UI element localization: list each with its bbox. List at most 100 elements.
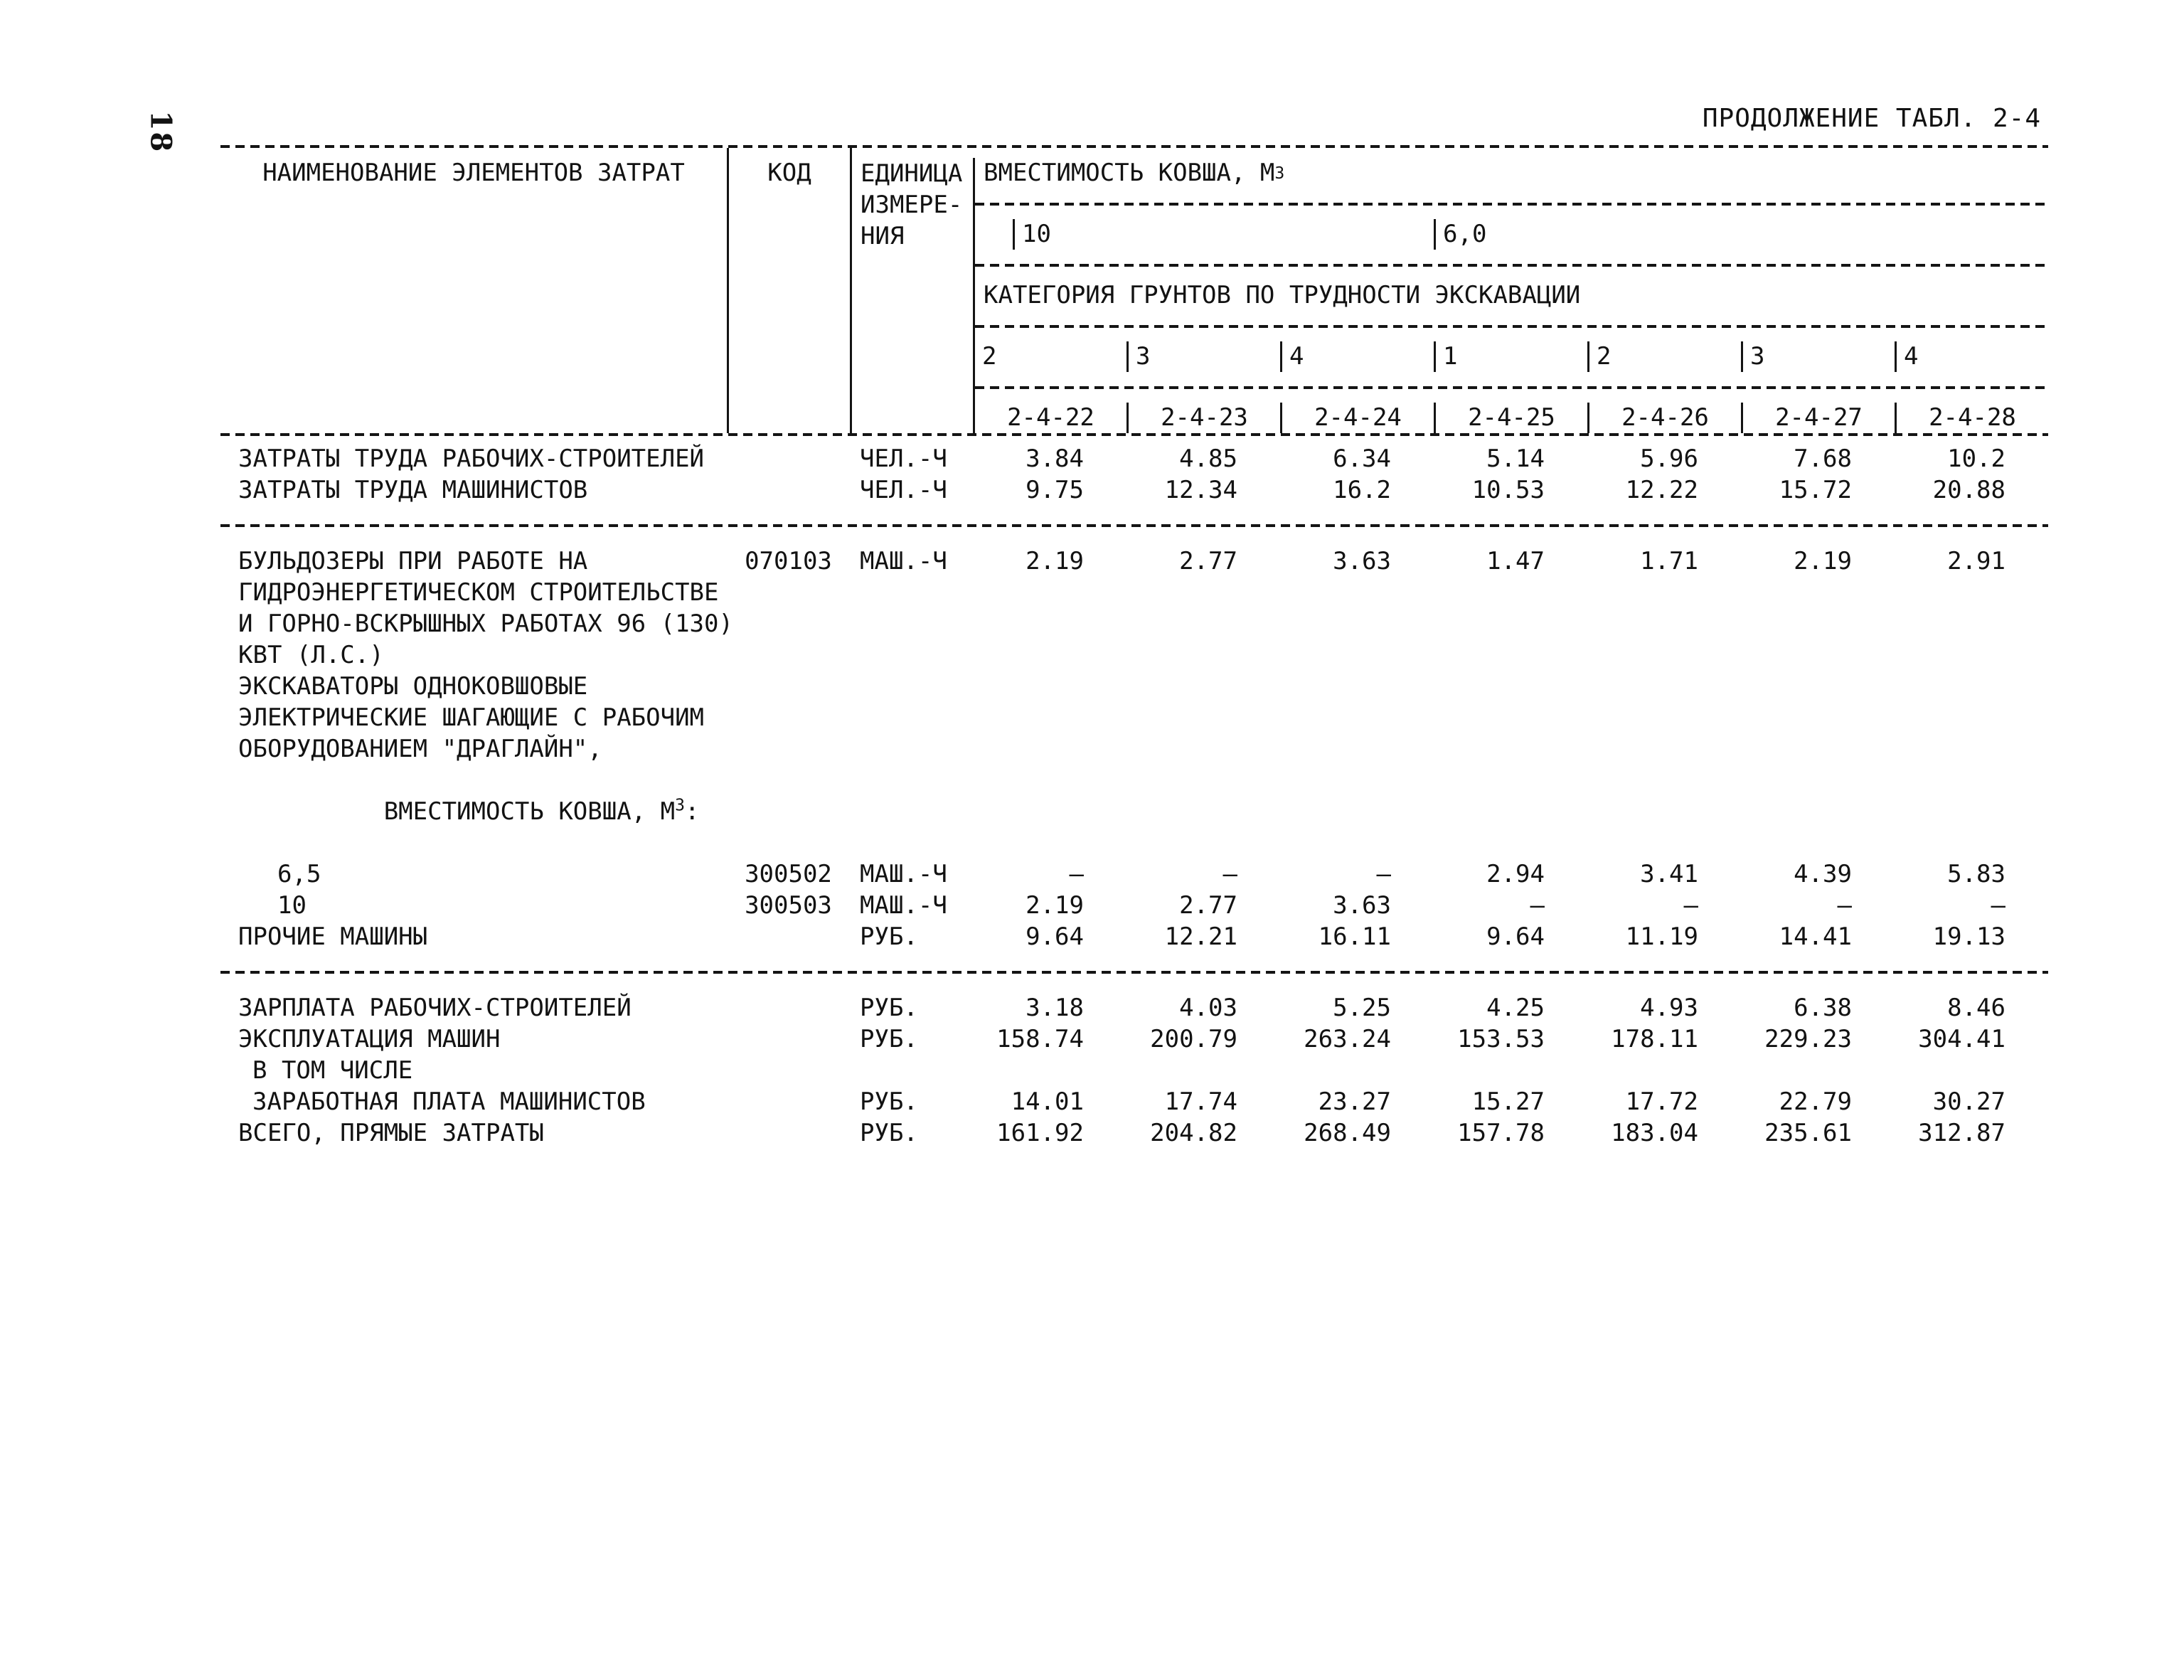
name-line: ПРОЧИЕ МАШИНЫ	[238, 923, 428, 951]
table-section-machines: БУЛЬДОЗЕРЫ ПРИ РАБОТЕ НА ГИДРОЭНЕРГЕТИЧЕС…	[220, 538, 2048, 959]
row-name: ЗАТРАТЫ ТРУДА МАШИНИСТОВ	[220, 474, 727, 506]
column-code-cell: 2-4-28	[1895, 403, 2048, 433]
name-line: БУЛЬДОЗЕРЫ ПРИ РАБОТЕ НА	[238, 547, 588, 575]
row-unit: МАШ.-Ч	[860, 891, 947, 920]
name-line: В ТОМ ЧИСЛЕ	[252, 1056, 413, 1085]
value-cell: 2.77	[1179, 891, 1237, 920]
value-cell: 2.94	[1486, 860, 1545, 888]
row-name: ЗАРПЛАТА РАБОЧИХ-СТРОИТЕЛЕЙ	[220, 992, 727, 1024]
table-row: ЗАРПЛАТА РАБОЧИХ-СТРОИТЕЛЕЙ РУБ. 3.18 4.0…	[220, 992, 2048, 1024]
value-cell: 2.77	[1179, 547, 1237, 575]
value-cell: 157.78	[1457, 1119, 1545, 1147]
value-cell: –	[1222, 860, 1237, 888]
value-cell: 16.2	[1333, 476, 1391, 504]
value-cell: 8.46	[1947, 994, 2005, 1022]
value-cell: 5.14	[1486, 445, 1545, 473]
value-cell: –	[1530, 891, 1545, 920]
category-number-cell: 4	[1280, 341, 1434, 372]
value-cell: 9.75	[1026, 476, 1084, 504]
value-cell: 15.27	[1471, 1088, 1545, 1116]
row-values: 3.84 4.85 6.34 5.14 5.96 7.68 10.2	[973, 443, 2048, 474]
value-cell: 263.24	[1304, 1025, 1391, 1053]
name-line-suffix: :	[684, 797, 700, 826]
name-line: ГИДРОЭНЕРГЕТИЧЕСКОМ СТРОИТЕЛЬСТВЕ	[238, 578, 719, 607]
bucket-title-text: ВМЕСТИМОСТЬ КОВША, М	[984, 159, 1275, 187]
dashed-divider	[973, 372, 2048, 403]
row-unit: РУБ.	[860, 923, 918, 951]
dashed-divider-section	[220, 524, 2048, 527]
value-cell: 1.47	[1486, 547, 1545, 575]
column-code-cell: 2-4-22	[973, 403, 1126, 433]
header-column-codes: 2-4-22 2-4-23 2-4-24 2-4-25 2-4-26 2-4-27 2-4-…	[973, 403, 2048, 433]
value-cell: 30.27	[1932, 1088, 2005, 1116]
bucket-value-6: 6,0	[1434, 219, 2048, 250]
value-cell: 15.72	[1779, 476, 1852, 504]
value-cell: 11.19	[1625, 923, 1698, 951]
category-number-cell: 3	[1741, 341, 1895, 372]
dashed-divider	[973, 250, 2048, 280]
value-cell: 5.83	[1947, 860, 2005, 888]
value-cell: 158.74	[996, 1025, 1084, 1053]
header-bucket-values: 10 6,0	[973, 219, 2048, 250]
name-line: ВСЕГО, ПРЯМЫЕ ЗАТРАТЫ	[238, 1119, 544, 1147]
value-cell: 12.22	[1625, 476, 1698, 504]
table-row: ЭКСПЛУАТАЦИЯ МАШИН РУБ. 158.74 200.79 263.…	[220, 1024, 2048, 1055]
row-name: ЗАТРАТЫ ТРУДА РАБОЧИХ-СТРОИТЕЛЕЙ	[220, 443, 727, 474]
value-cell: 3.63	[1333, 547, 1391, 575]
value-cell: 312.87	[1918, 1119, 2005, 1147]
header-name-column: НАИМЕНОВАНИЕ ЭЛЕМЕНТОВ ЗАТРАТ	[262, 159, 685, 187]
column-code-cell: 2-4-27	[1741, 403, 1895, 433]
name-line: ЗАТРАТЫ ТРУДА РАБОЧИХ-СТРОИТЕЛЕЙ	[238, 445, 705, 473]
value-cell: 4.85	[1179, 445, 1237, 473]
name-line: ЗАРАБОТНАЯ ПЛАТА МАШИНИСТОВ	[252, 1088, 646, 1116]
row-unit: МАШ.-Ч	[860, 547, 947, 575]
value-cell: 153.53	[1457, 1025, 1545, 1053]
value-cell: 1.71	[1640, 547, 1698, 575]
row-name: ПРОЧИЕ МАШИНЫ	[220, 921, 727, 952]
value-cell: 3.84	[1026, 445, 1084, 473]
name-line: ВМЕСТИМОСТЬ КОВША, М3:	[238, 765, 727, 858]
column-code-cell: 2-4-23	[1126, 403, 1280, 433]
value-cell: 3.63	[1333, 891, 1391, 920]
row-values: 2.19 2.77 3.63 1.47 1.71 2.19 2.91	[973, 546, 2048, 577]
name-line: ЗАРПЛАТА РАБОЧИХ-СТРОИТЕЛЕЙ	[238, 994, 632, 1022]
value-cell: 14.01	[1011, 1088, 1084, 1116]
row-unit: ЧЕЛ.-Ч	[860, 476, 947, 504]
category-number-cell: 1	[1434, 341, 1587, 372]
table-row: 10 300503 МАШ.-Ч 2.19 2.77 3.63 – – – –	[220, 890, 2048, 921]
category-number-cell: 2	[1587, 341, 1741, 372]
name-line: ЗАТРАТЫ ТРУДА МАШИНИСТОВ	[238, 476, 588, 504]
name-line: ЭЛЕКТРИЧЕСКИЕ ШАГАЮЩИЕ С РАБОЧИМ	[238, 703, 705, 732]
row-code: 300503	[745, 891, 832, 920]
table-row: ЗАТРАТЫ ТРУДА МАШИНИСТОВ ЧЕЛ.-Ч 9.75 12.3…	[220, 474, 2048, 506]
row-values: 3.18 4.03 5.25 4.25 4.93 6.38 8.46	[973, 992, 2048, 1024]
value-cell: 161.92	[996, 1119, 1084, 1147]
value-cell: 12.34	[1164, 476, 1237, 504]
row-name: В ТОМ ЧИСЛЕ	[220, 1055, 727, 1086]
value-cell: –	[1683, 891, 1698, 920]
value-cell: 304.41	[1918, 1025, 2005, 1053]
category-number-cell: 2	[973, 341, 1126, 372]
header-category-title: КАТЕГОРИЯ ГРУНТОВ ПО ТРУДНОСТИ ЭКСКАВАЦИ…	[973, 280, 2048, 311]
table-section-labor: ЗАТРАТЫ ТРУДА РАБОЧИХ-СТРОИТЕЛЕЙ ЧЕЛ.-Ч …	[220, 436, 2048, 513]
value-cell: 204.82	[1150, 1119, 1237, 1147]
name-line-sup: 3	[675, 796, 685, 815]
table-row-group-heading: ЭКСКАВАТОРЫ ОДНОКОВШОВЫЕ ЭЛЕКТРИЧЕСКИЕ ША…	[220, 671, 2048, 858]
row-name: ВСЕГО, ПРЯМЫЕ ЗАТРАТЫ	[220, 1117, 727, 1149]
row-values: 161.92 204.82 268.49 157.78 183.04 235.61 312.…	[973, 1117, 2048, 1149]
bucket-value-10: 10	[1013, 219, 1434, 250]
name-line: ЭКСПЛУАТАЦИЯ МАШИН	[238, 1025, 501, 1053]
table-continuation-label: ПРОДОЛЖЕНИЕ ТАБЛ. 2-4	[1702, 104, 2041, 133]
value-cell: 4.39	[1794, 860, 1852, 888]
value-cell: 9.64	[1486, 923, 1545, 951]
value-cell: 10.53	[1471, 476, 1545, 504]
name-line: ОБОРУДОВАНИЕМ "ДРАГЛАЙН",	[238, 735, 602, 763]
value-cell: 183.04	[1611, 1119, 1698, 1147]
header-unit-column: ЕДИНИЦА ИЗМЕРЕ- НИЯ	[850, 148, 973, 433]
table-row: ЗАРАБОТНАЯ ПЛАТА МАШИНИСТОВ РУБ. 14.01 17…	[220, 1086, 2048, 1117]
dashed-divider	[973, 188, 2048, 219]
value-cell: 6.38	[1794, 994, 1852, 1022]
table-row-subheading: В ТОМ ЧИСЛЕ	[220, 1055, 2048, 1086]
value-cell: 19.13	[1932, 923, 2005, 951]
